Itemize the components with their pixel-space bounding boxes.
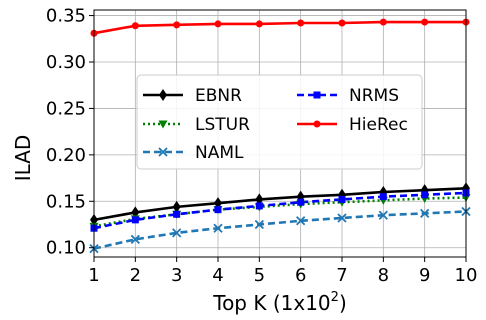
data-point-hierec [173,21,181,29]
legend-label-nrms: NRMS [349,86,399,106]
data-point-naml [337,213,347,223]
data-point-hierec [421,18,429,26]
x-tick-label: 1 [88,265,99,286]
x-tick-label: 9 [419,265,430,286]
y-tick-label: 0.20 [46,145,86,166]
data-point-nrms [131,216,139,224]
y-axis-ticks: 0.10 0.15 0.20 0.25 0.30 0.35 [46,6,94,259]
data-point-naml [213,223,223,233]
data-point-hierec [297,19,305,27]
y-tick-label: 0.35 [46,6,86,27]
legend-label-naml: NAML [195,143,244,163]
y-tick-label: 0.30 [46,52,86,73]
series-line-ebnr [93,186,467,222]
data-point-nrms [255,202,263,210]
legend-item-lstur: LSTUR [143,115,250,135]
data-point-hierec [131,22,139,30]
series-line-lstur [93,196,467,228]
legend-item-nrms: NRMS [297,86,399,106]
series-line-naml [93,210,467,250]
legend-item-hierec: HieRec [297,115,408,135]
y-axis-label: ILAD [11,135,35,182]
x-axis-ticks: 1 2 3 4 5 6 7 8 9 10 [88,257,477,286]
plot-frame [93,9,467,258]
data-point-naml [420,208,430,218]
data-point-nrms [338,195,346,203]
x-axis-label-suffix: ) [339,291,347,315]
legend-label-ebnr: EBNR [195,86,242,106]
x-tick-label: 8 [378,265,389,286]
legend-label-lstur: LSTUR [195,115,250,135]
x-tick-label: 2 [130,265,141,286]
y-tick-label: 0.10 [46,238,86,259]
data-point-ebnr [172,200,181,213]
legend-box [136,74,423,170]
legend-label-hierec: HieRec [349,115,408,135]
legend-item-ebnr: EBNR [143,86,242,106]
series-markers [89,18,471,254]
x-axis-label-superscript: 2 [331,290,339,305]
data-point-nrms [297,198,305,206]
y-tick-label: 0.15 [46,191,86,212]
legend-marker-lstur [158,120,168,129]
legend-marker-naml [158,147,168,157]
data-point-hierec [214,20,222,28]
data-point-nrms [421,191,429,199]
data-point-naml [254,219,264,230]
series-lines [93,20,467,250]
data-point-naml [378,210,388,220]
x-tick-label: 3 [171,265,182,286]
legend-marker-hierec [313,120,321,128]
legend-marker-ebnr [159,89,167,101]
data-point-hierec [255,20,263,28]
legend-marker-nrms [313,91,321,99]
x-tick-label: 5 [254,265,265,286]
series-line-nrms [93,191,467,230]
data-point-naml [130,234,140,244]
x-axis-label-main: Top K (1x10 [212,291,330,315]
series-line-hierec [93,20,466,35]
data-point-naml [172,228,182,238]
data-point-nrms [214,206,222,214]
x-tick-label: 4 [212,265,223,286]
legend-item-naml: NAML [143,143,244,163]
x-axis-label: Top K (1x102) [212,290,347,315]
y-tick-label: 0.25 [46,98,86,119]
legend: EBNR LSTUR NAML NRMS HieRec [136,74,423,170]
data-point-hierec [338,19,346,27]
data-point-nrms [379,193,387,201]
data-point-hierec [379,18,387,26]
x-tick-label: 10 [455,265,478,286]
data-point-nrms [173,210,181,218]
data-point-naml [296,216,306,226]
x-tick-label: 7 [336,265,347,286]
x-tick-label: 6 [295,265,306,286]
